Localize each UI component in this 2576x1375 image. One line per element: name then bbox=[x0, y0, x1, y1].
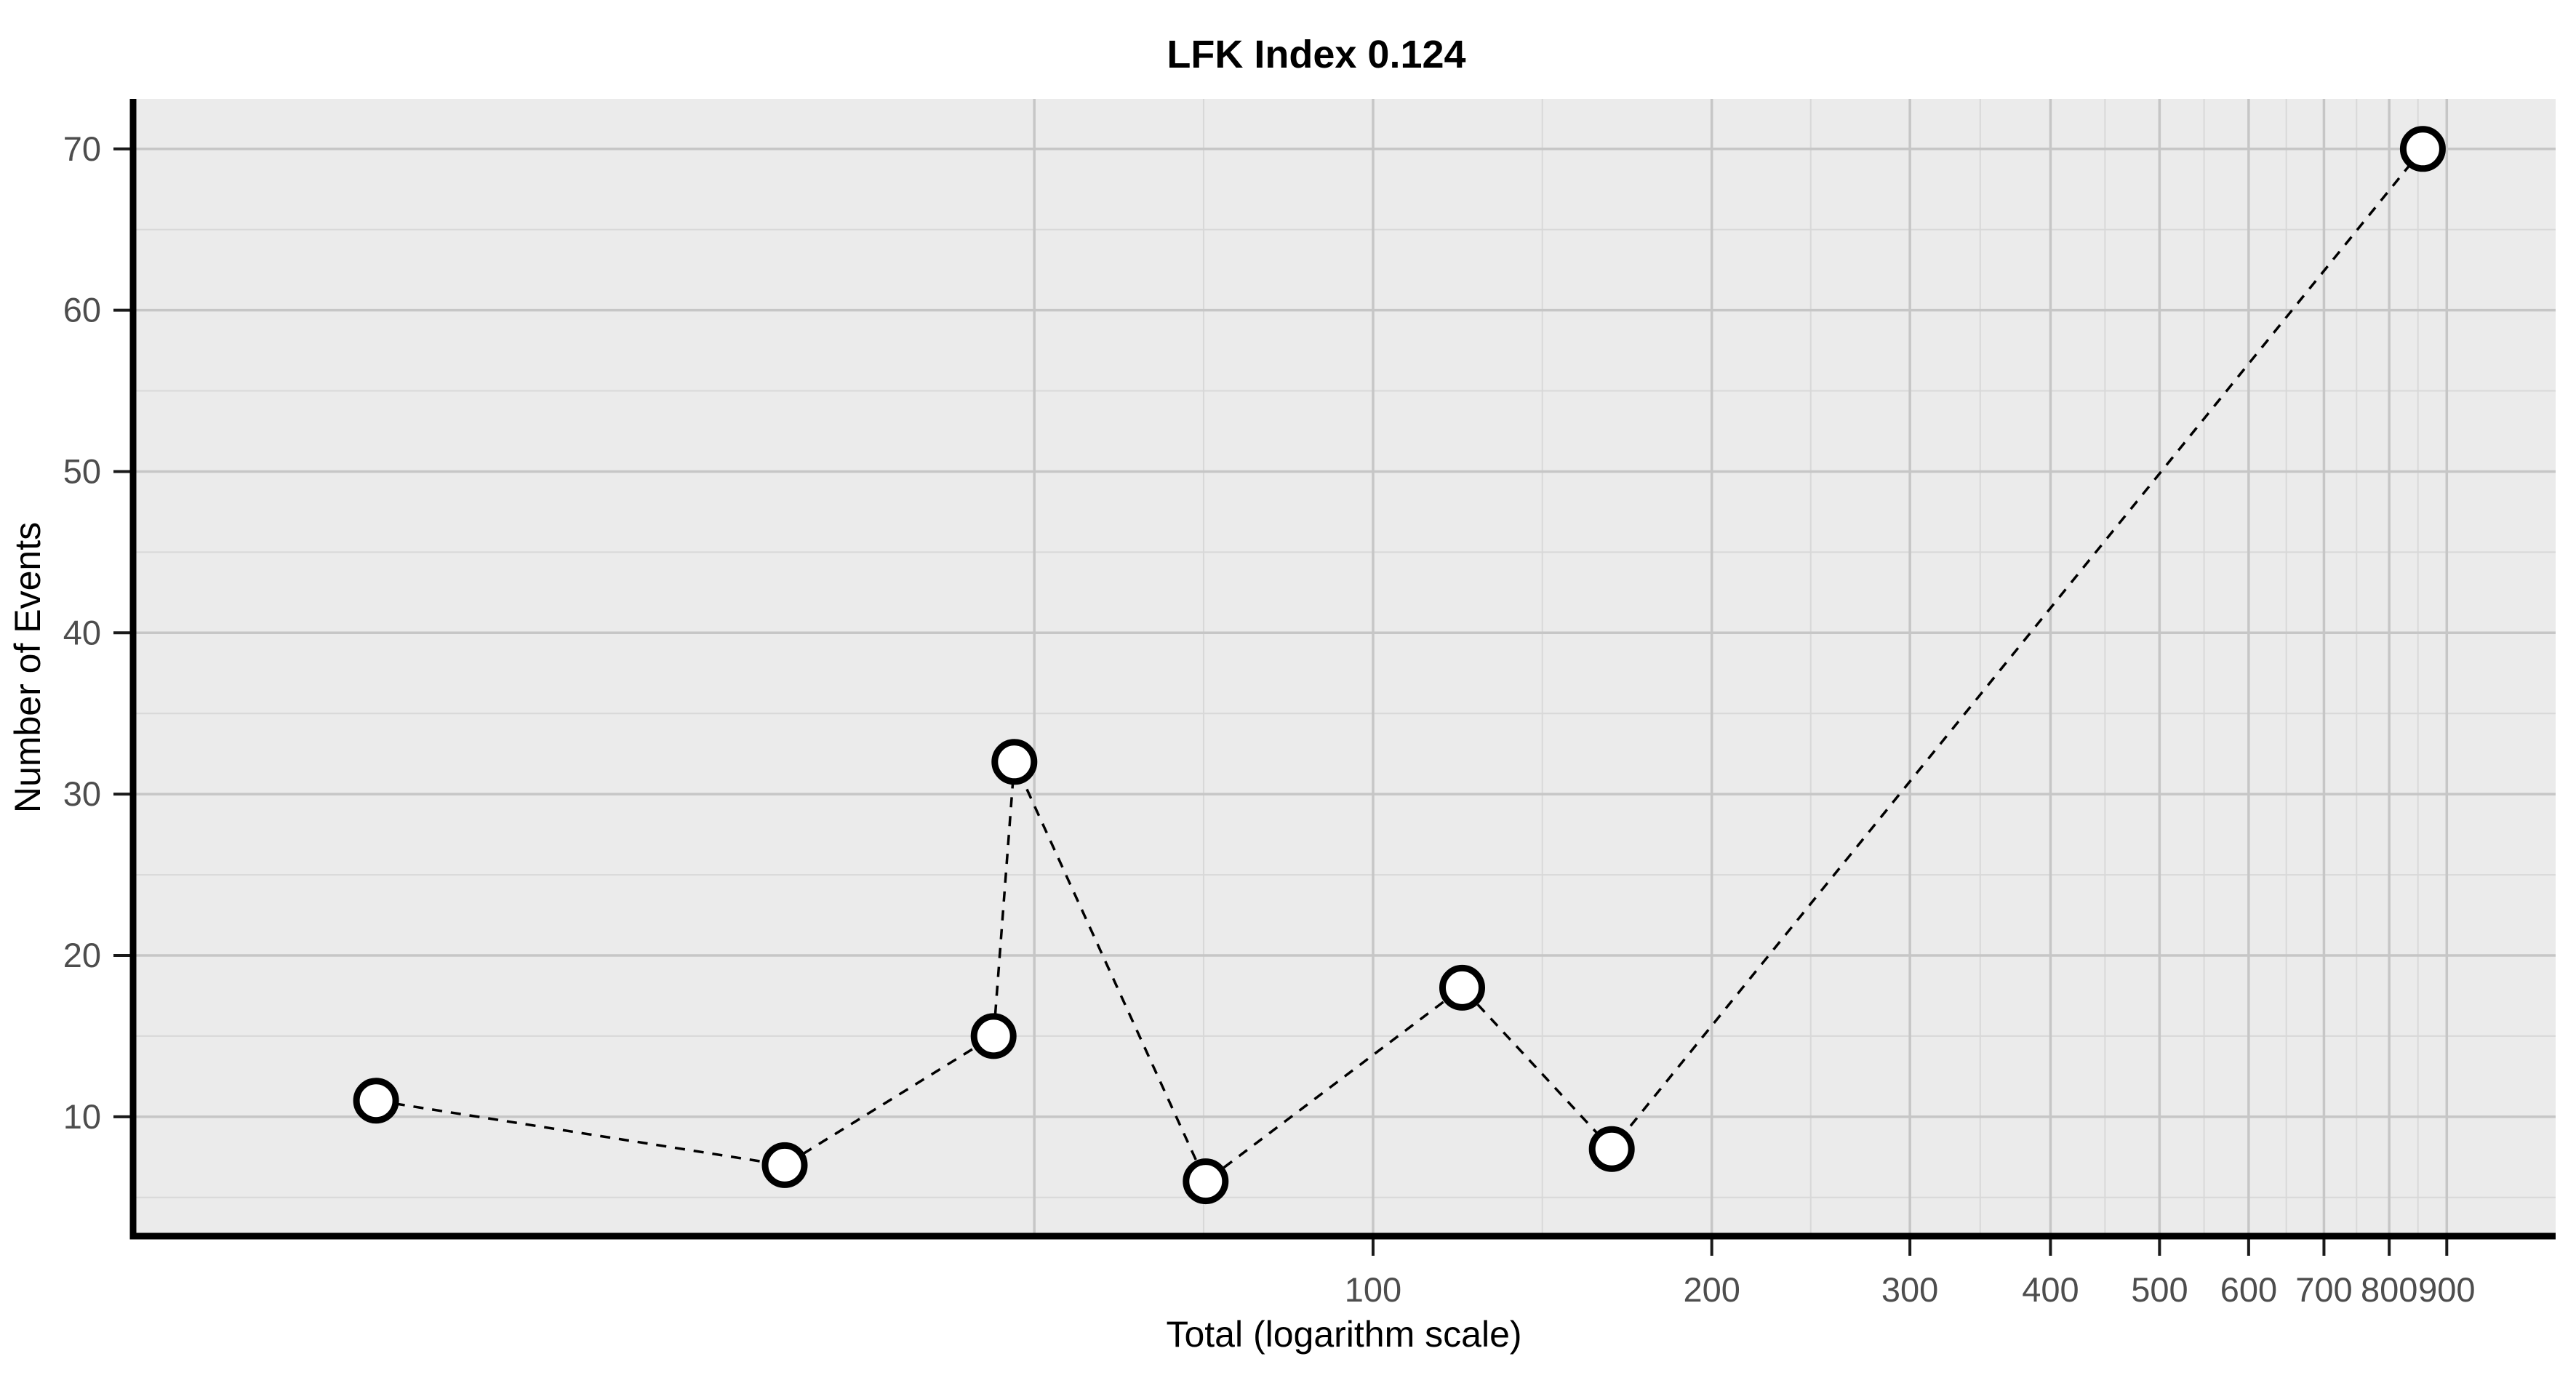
data-point-marker bbox=[2399, 126, 2446, 172]
x-axis-title: Total (logarithm scale) bbox=[1166, 1314, 1521, 1355]
y-tick-label: 50 bbox=[63, 452, 101, 491]
plot-title: LFK Index 0.124 bbox=[1167, 33, 1465, 76]
data-point-marker bbox=[970, 1013, 1017, 1059]
x-tick-label: 700 bbox=[2295, 1270, 2352, 1309]
y-tick-label: 70 bbox=[63, 129, 101, 168]
y-tick-label: 20 bbox=[63, 936, 101, 974]
y-tick-label: 60 bbox=[63, 291, 101, 329]
y-tick-label: 40 bbox=[63, 613, 101, 652]
data-point-marker bbox=[1439, 964, 1485, 1011]
x-tick-label: 200 bbox=[1683, 1270, 1740, 1309]
data-points bbox=[353, 126, 2446, 1205]
minor-gridlines bbox=[133, 99, 2556, 1236]
x-tick-label: 900 bbox=[2418, 1270, 2475, 1309]
plot-panel bbox=[133, 99, 2556, 1236]
data-point-marker bbox=[1183, 1158, 1229, 1205]
data-line-dashed bbox=[375, 148, 2424, 1184]
y-tick-label: 30 bbox=[63, 774, 101, 813]
axis-lines bbox=[129, 99, 2556, 1240]
x-tick-label: 500 bbox=[2131, 1270, 2188, 1309]
y-axis-title: Number of Events bbox=[7, 522, 48, 813]
y-axis-tick-labels: 10 20 30 40 50 60 70 bbox=[63, 129, 101, 1136]
x-tick-label: 300 bbox=[1881, 1270, 1938, 1309]
x-tick-label: 400 bbox=[2022, 1270, 2079, 1309]
x-tick-label: 800 bbox=[2361, 1270, 2417, 1309]
y-tick-label: 10 bbox=[63, 1097, 101, 1136]
x-tick-label: 100 bbox=[1345, 1270, 1401, 1309]
data-point-marker bbox=[353, 1078, 399, 1124]
data-point-marker bbox=[761, 1142, 808, 1188]
x-tick-label: 600 bbox=[2220, 1270, 2277, 1309]
data-point-marker bbox=[991, 739, 1038, 785]
axis-tick-marks bbox=[113, 147, 2449, 1256]
data-point-marker bbox=[1588, 1126, 1635, 1172]
x-axis-tick-labels: 100 200 300 400 500 600 700 800 900 bbox=[1345, 1270, 2476, 1309]
major-gridlines bbox=[133, 99, 2556, 1236]
